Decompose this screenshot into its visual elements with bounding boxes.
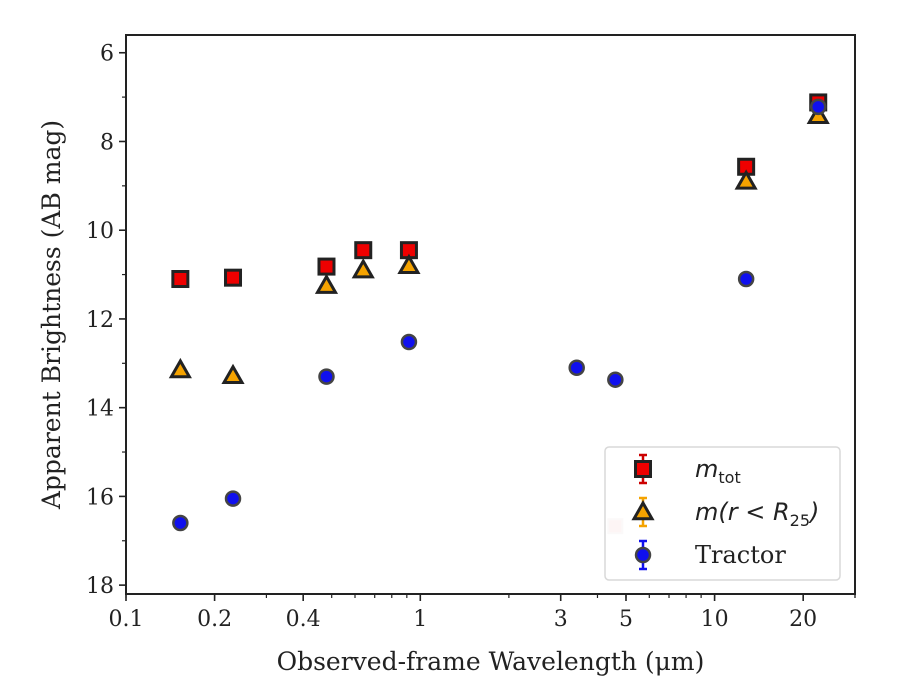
data-point-circle bbox=[607, 371, 624, 388]
y-tick-label: 18 bbox=[86, 574, 114, 599]
x-tick-label: 0.4 bbox=[286, 607, 321, 632]
x-tick-label: 0.1 bbox=[109, 607, 144, 632]
data-point-square bbox=[224, 268, 243, 287]
data-point-triangle bbox=[351, 258, 375, 279]
legend-label: Tractor bbox=[695, 541, 786, 569]
y-tick-label: 6 bbox=[100, 42, 114, 67]
data-point-circle bbox=[172, 514, 189, 532]
y-tick-label: 14 bbox=[86, 397, 114, 422]
y-tick-label: 12 bbox=[86, 308, 114, 333]
y-axis-label: Apparent Brightness (AB mag) bbox=[37, 120, 66, 510]
legend-label: m(r < R25) bbox=[695, 498, 819, 530]
plot-frame bbox=[125, 34, 856, 595]
data-point-triangle bbox=[168, 357, 192, 379]
data-point-triangle bbox=[221, 363, 245, 384]
legend-marker-square bbox=[634, 460, 652, 478]
data-point-circle bbox=[224, 490, 242, 507]
legend: mtot m(r < R25) Tractor bbox=[604, 446, 841, 581]
data-point-circle bbox=[318, 368, 335, 385]
data-point-circle bbox=[809, 98, 827, 116]
y-tick-label: 10 bbox=[86, 219, 114, 244]
data-point-triangle bbox=[734, 169, 758, 190]
data-point-triangle bbox=[314, 273, 339, 294]
data-point-square bbox=[171, 270, 190, 289]
axes: 6 8 10 12 14 16 18 0.1 0.2 0.4 1 3 5 10 20 bbox=[86, 42, 856, 632]
data-point-square bbox=[354, 241, 373, 260]
x-tick-label: 5 bbox=[619, 607, 633, 632]
x-tick-label: 1 bbox=[413, 607, 427, 632]
legend-box bbox=[604, 446, 841, 581]
data-point-square bbox=[317, 257, 336, 276]
legend-marker-circle bbox=[634, 546, 652, 564]
series-square bbox=[171, 93, 828, 289]
data-point-triangle bbox=[397, 253, 421, 274]
data-point-circle bbox=[568, 359, 585, 376]
y-tick-label: 8 bbox=[100, 130, 114, 155]
x-tick-label: 10 bbox=[701, 607, 729, 632]
x-tick-label: 20 bbox=[789, 607, 817, 632]
legend-label: mtot bbox=[695, 455, 741, 487]
chart-marks bbox=[168, 93, 830, 535]
x-tick-label: 3 bbox=[554, 607, 568, 632]
x-tick-label: 0.2 bbox=[197, 607, 232, 632]
data-point-circle bbox=[737, 270, 755, 288]
legend-marker-triangle bbox=[631, 499, 655, 521]
x-axis-label: Observed-frame Wavelength (μm) bbox=[277, 647, 705, 676]
data-point-circle bbox=[400, 333, 418, 351]
series-circle bbox=[172, 98, 827, 532]
y-tick-label: 16 bbox=[86, 485, 114, 510]
series-triangle bbox=[168, 103, 830, 384]
